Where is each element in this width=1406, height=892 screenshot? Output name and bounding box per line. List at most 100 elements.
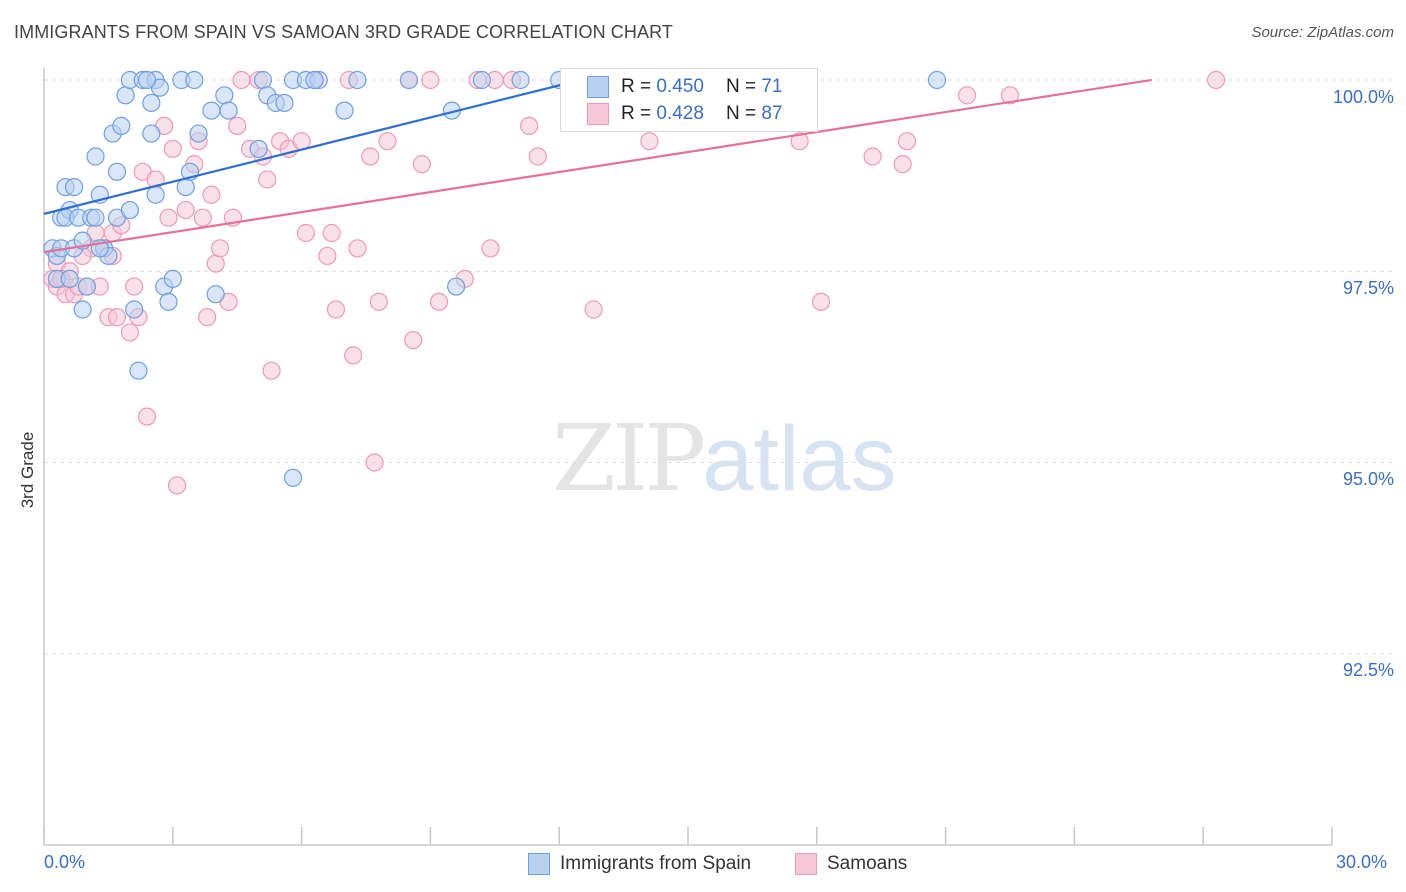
data-point-spain <box>219 101 238 120</box>
data-point-spain <box>64 178 84 197</box>
data-point-samoan <box>163 139 182 158</box>
data-point-spain <box>189 124 208 143</box>
data-point-samoan <box>365 453 384 472</box>
data-point-spain <box>137 70 157 90</box>
data-point-spain <box>146 185 165 204</box>
data-point-samoan <box>520 116 539 136</box>
legend-r-label: R = <box>621 103 652 124</box>
data-point-spain <box>129 361 148 380</box>
data-point-spain <box>348 70 367 90</box>
data-point-samoan <box>232 70 251 90</box>
data-point-samoan <box>811 292 831 311</box>
data-point-samoan <box>120 323 139 342</box>
legend-r-value: 0.428 <box>656 103 704 124</box>
legend-n-label: N = <box>725 103 757 124</box>
data-point-spain <box>249 139 268 158</box>
legend-r-value: 0.450 <box>656 76 704 97</box>
data-point-samoan <box>198 308 217 327</box>
data-point-samoan <box>1000 86 1020 105</box>
data-point-spain <box>253 70 273 90</box>
data-point-spain <box>511 70 530 90</box>
data-point-samoan <box>361 147 380 166</box>
bottom-legend-swatch-spain <box>528 853 550 875</box>
series-samoans <box>43 70 1226 495</box>
axes <box>43 68 1333 846</box>
chart-title: IMMIGRANTS FROM SPAIN VS SAMOAN 3RD GRAD… <box>14 22 673 42</box>
trend-lines <box>43 78 1152 254</box>
stats-legend: R = 0.450 N = 71 R = 0.428 N = 87 <box>560 68 818 132</box>
data-point-samoan <box>957 86 977 105</box>
data-point-spain <box>305 70 324 90</box>
bottom-legend-samoan[interactable]: Samoans <box>795 850 907 878</box>
data-point-samoan <box>210 239 230 258</box>
data-point-samoan <box>206 254 225 273</box>
watermark: ZIPatlas <box>552 405 897 512</box>
bottom-legend-label-samoan: Samoans <box>827 853 908 874</box>
watermark-atlas: atlas <box>702 408 897 510</box>
data-point-spain <box>335 101 354 120</box>
data-point-spain <box>159 292 178 311</box>
data-point-samoan <box>378 132 397 151</box>
data-point-spain <box>215 86 234 105</box>
data-point-spain <box>447 277 466 296</box>
data-point-samoan <box>1206 70 1226 90</box>
watermark-zip: ZIP <box>552 405 706 512</box>
data-point-spain <box>399 70 419 90</box>
data-point-samoan <box>893 155 912 174</box>
trendline-spain <box>43 78 581 215</box>
y-tick-label: 97.5% <box>1342 278 1394 298</box>
grid-lines <box>44 79 1394 655</box>
data-point-samoan <box>348 239 367 258</box>
bottom-legend-label-spain: Immigrants from Spain <box>560 853 752 874</box>
legend-r-label: R = <box>621 76 652 97</box>
data-point-spain <box>116 86 135 105</box>
data-point-samoan <box>412 155 431 174</box>
data-point-spain <box>73 300 92 319</box>
data-point-samoan <box>107 308 127 327</box>
data-point-samoan <box>640 132 659 151</box>
data-point-samoan <box>421 70 440 90</box>
legend-n-value: 87 <box>761 103 783 124</box>
data-point-spain <box>206 285 225 304</box>
data-point-spain <box>176 178 195 197</box>
data-point-spain <box>163 269 182 288</box>
data-point-samoan <box>159 208 178 227</box>
x-tick-label-min: 0.0% <box>44 852 86 872</box>
data-point-samoan <box>528 147 547 166</box>
data-point-spain <box>77 277 97 296</box>
data-point-spain <box>142 124 161 143</box>
data-point-spain <box>202 101 221 120</box>
trendline-samoan <box>43 78 1152 254</box>
data-point-samoan <box>137 407 157 426</box>
legend-n-value: 71 <box>761 76 783 97</box>
data-point-samoan <box>322 223 341 243</box>
data-point-samoan <box>262 361 281 380</box>
legend-row-samoan: R = 0.428 N = 87 <box>587 102 782 126</box>
data-point-samoan <box>193 208 212 227</box>
data-point-spain <box>107 162 127 181</box>
data-point-samoan <box>863 147 882 166</box>
data-point-spain <box>125 300 144 319</box>
data-point-samoan <box>369 292 388 311</box>
data-point-samoan <box>228 116 247 136</box>
data-point-samoan <box>790 132 809 151</box>
data-point-spain <box>86 147 105 166</box>
data-point-spain <box>275 93 294 113</box>
data-point-spain <box>142 93 161 113</box>
data-point-spain <box>86 208 105 227</box>
data-point-samoan <box>202 185 221 204</box>
source-label: Source: ZipAtlas.com <box>1251 24 1394 41</box>
data-point-samoan <box>296 223 315 243</box>
legend-swatch-samoan <box>587 103 609 125</box>
y-tick-label: 100.0% <box>1332 87 1394 107</box>
data-point-samoan <box>344 346 363 365</box>
legend-swatch-spain <box>587 76 609 98</box>
data-point-samoan <box>167 476 187 495</box>
data-point-samoan <box>258 170 277 189</box>
y-tick-label: 95.0% <box>1342 469 1394 489</box>
data-point-spain <box>60 269 79 288</box>
data-point-spain <box>472 70 492 90</box>
data-point-samoan <box>429 292 449 311</box>
bottom-legend-spain[interactable]: Immigrants from Spain <box>528 850 751 878</box>
